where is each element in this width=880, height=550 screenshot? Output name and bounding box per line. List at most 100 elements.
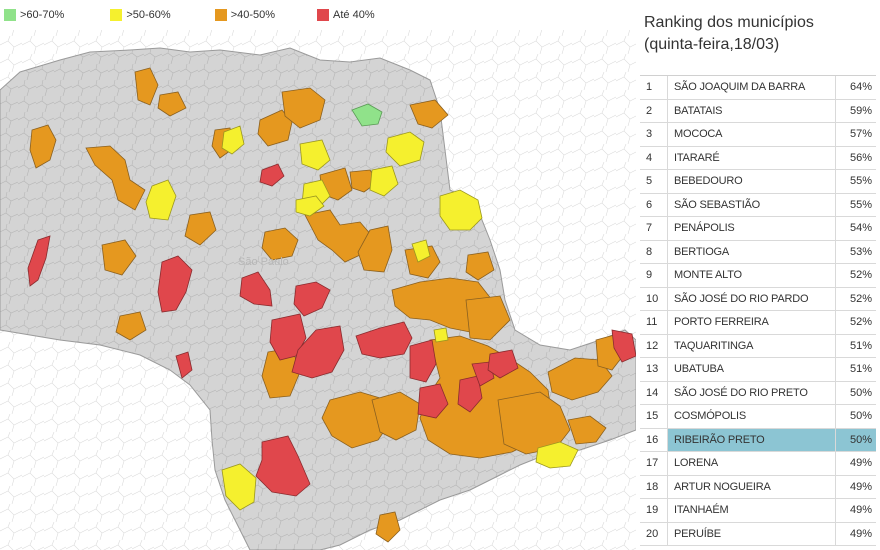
percentage-value: 52% — [849, 292, 872, 305]
legend-swatch — [317, 9, 330, 21]
percentage-value: 51% — [849, 363, 872, 376]
municipality-name: MOCOCA — [668, 123, 836, 146]
ranking-row[interactable]: 10 SÃO JOSÉ DO RIO PARDO 52% — [640, 287, 876, 311]
legend-label: >40-50% — [230, 9, 276, 21]
ranking-row[interactable]: 15 COSMÓPOLIS 50% — [640, 405, 876, 429]
percentage-value: 51% — [849, 339, 872, 352]
legend-item[interactable]: Até 40% — [317, 6, 375, 24]
ranking-row[interactable]: 3 MOCOCA 57% — [640, 123, 876, 147]
municipality-name: ITARARÉ — [668, 146, 836, 169]
ranking-row[interactable]: 4 ITARARÉ 56% — [640, 146, 876, 170]
ranking-row[interactable]: 20 PERUÍBE 49% — [640, 522, 876, 546]
rank-number: 17 — [640, 452, 668, 475]
legend-item[interactable]: >50-60% — [110, 6, 171, 24]
ranking-row[interactable]: 7 PENÁPOLIS 54% — [640, 217, 876, 241]
ranking-row[interactable]: 12 TAQUARITINGA 51% — [640, 334, 876, 358]
percentage-value: 50% — [849, 386, 872, 399]
municipality-name: BERTIOGA — [668, 240, 836, 263]
ranking-title-line1: Ranking dos municípios — [644, 14, 814, 31]
legend-label: >50-60% — [126, 9, 171, 21]
percentage-value: 52% — [849, 269, 872, 282]
percentage-value: 56% — [849, 151, 872, 164]
legend-swatch — [214, 9, 227, 21]
rank-number: 3 — [640, 123, 668, 146]
ranking-row[interactable]: 17 LORENA 49% — [640, 452, 876, 476]
rank-number: 12 — [640, 334, 668, 357]
ranking-row[interactable]: 8 BERTIOGA 53% — [640, 240, 876, 264]
ranking-row[interactable]: 5 BEBEDOURO 55% — [640, 170, 876, 194]
ranking-title-line2: (quinta-feira,18/03) — [644, 36, 780, 53]
percentage-value: 55% — [849, 175, 872, 188]
municipalities-under-40 — [27, 163, 636, 497]
ranking-row[interactable]: 11 PORTO FERREIRA 52% — [640, 311, 876, 335]
municipality-name: PERUÍBE — [668, 522, 836, 545]
ranking-row[interactable]: 6 SÃO SEBASTIÃO 55% — [640, 193, 876, 217]
municipality-name: BEBEDOURO — [668, 170, 836, 193]
rank-number: 10 — [640, 287, 668, 310]
legend-label: Até 40% — [333, 9, 375, 21]
municipality-name: LORENA — [668, 452, 836, 475]
municipality-name: BATATAIS — [668, 99, 836, 122]
map-canvas[interactable] — [0, 30, 636, 550]
percentage-value: 59% — [849, 104, 872, 117]
municipality-name: ITANHAÉM — [668, 499, 836, 522]
rank-number: 4 — [640, 146, 668, 169]
legend-swatch — [110, 9, 123, 21]
percentage-value: 49% — [849, 457, 872, 470]
rank-number: 6 — [640, 193, 668, 216]
municipality-name: SÃO JOSÉ DO RIO PRETO — [668, 381, 836, 404]
ranking-panel: Ranking dos municípios (quinta-feira,18/… — [638, 0, 880, 550]
municipality-name: PORTO FERREIRA — [668, 311, 836, 334]
municipality-name: UBATUBA — [668, 358, 836, 381]
municipality-name: SÃO JOAQUIM DA BARRA — [668, 76, 836, 99]
percentage-value: 52% — [849, 316, 872, 329]
legend-item[interactable]: >40-50% — [214, 6, 276, 24]
municipalities-50-60 — [145, 125, 579, 511]
rank-number: 8 — [640, 240, 668, 263]
municipality-name: ARTUR NOGUEIRA — [668, 475, 836, 498]
percentage-value: 64% — [849, 81, 872, 94]
rank-number: 20 — [640, 522, 668, 545]
percentage-value: 50% — [849, 410, 872, 423]
rank-number: 13 — [640, 358, 668, 381]
rank-number: 9 — [640, 264, 668, 287]
municipality-name: SÃO SEBASTIÃO — [668, 193, 836, 216]
ranking-row[interactable]: 18 ARTUR NOGUEIRA 49% — [640, 475, 876, 499]
percentage-value: 49% — [849, 527, 872, 540]
ranking-row[interactable]: 1 SÃO JOAQUIM DA BARRA 64% — [640, 76, 876, 100]
rank-number: 15 — [640, 405, 668, 428]
rank-number: 1 — [640, 76, 668, 99]
percentage-value: 50% — [836, 428, 876, 451]
rank-number: 5 — [640, 170, 668, 193]
percentage-value: 55% — [849, 198, 872, 211]
municipality-name: RIBEIRÃO PRETO — [668, 428, 836, 451]
ranking-row[interactable]: 19 ITANHAÉM 49% — [640, 499, 876, 523]
ranking-row[interactable]: 14 SÃO JOSÉ DO RIO PRETO 50% — [640, 381, 876, 405]
legend-swatch — [4, 9, 16, 21]
state-label: São Paulo — [238, 256, 289, 268]
percentage-value: 54% — [849, 222, 872, 235]
ranking-row[interactable]: 9 MONTE ALTO 52% — [640, 264, 876, 288]
rank-number: 7 — [640, 217, 668, 240]
rank-number: 11 — [640, 311, 668, 334]
ranking-row[interactable]: 13 UBATUBA 51% — [640, 358, 876, 382]
map-legend: >60-70% >50-60% >40-50% Até 40% — [4, 6, 375, 24]
municipality-name: SÃO JOSÉ DO RIO PARDO — [668, 287, 836, 310]
municipality-name: PENÁPOLIS — [668, 217, 836, 240]
rank-number: 19 — [640, 499, 668, 522]
municipality-60-70[interactable] — [351, 103, 383, 127]
legend-label: >60-70% — [20, 9, 65, 21]
legend-item[interactable]: >60-70% — [4, 6, 64, 24]
ranking-row[interactable]: 16 RIBEIRÃO PRETO 50% — [640, 428, 876, 452]
municipality-name: COSMÓPOLIS — [668, 405, 836, 428]
municipality-name: MONTE ALTO — [668, 264, 836, 287]
ranking-row[interactable]: 2 BATATAIS 59% — [640, 99, 876, 123]
municipality-map[interactable]: São Paulo — [0, 30, 636, 550]
rank-number: 16 — [640, 428, 668, 451]
percentage-value: 49% — [849, 480, 872, 493]
percentage-value: 53% — [849, 245, 872, 258]
ranking-title: Ranking dos municípios (quinta-feira,18/… — [644, 12, 814, 56]
ranking-table: 1 SÃO JOAQUIM DA BARRA 64% 2 BATATAIS 59% 3 MOC… — [640, 75, 876, 546]
rank-number: 2 — [640, 99, 668, 122]
percentage-value: 49% — [849, 504, 872, 517]
